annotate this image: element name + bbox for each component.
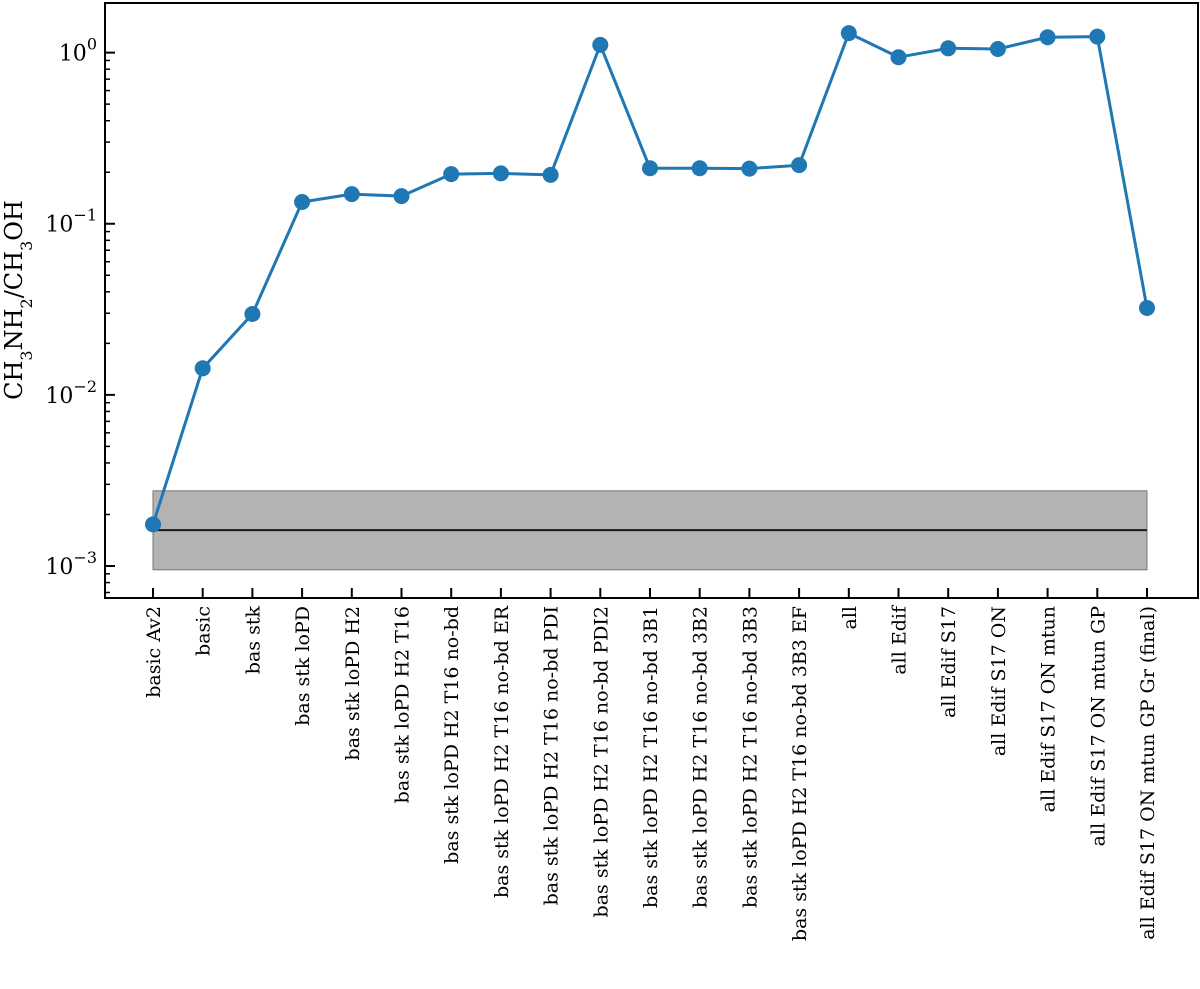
- series-line: [151, 31, 1149, 525]
- data-point: [1139, 299, 1155, 316]
- x-tick-label: basic Av2: [143, 606, 165, 698]
- x-tick-label: bas stk loPD H2 T16 no-bd: [441, 606, 463, 864]
- series-layer: [145, 25, 1155, 533]
- x-tick-label: all Edif: [889, 604, 911, 675]
- data-point: [244, 305, 261, 322]
- x-tick-label: bas stk loPD H2 T16 no-bd 3B1: [640, 606, 662, 908]
- plot-frame: [104, 2, 1199, 599]
- data-point: [890, 49, 907, 66]
- data-point: [194, 360, 211, 377]
- x-tick-label: bas stk loPD: [292, 606, 314, 726]
- x-tick-label: bas stk loPD H2 T16 no-bd 3B3: [739, 606, 761, 908]
- x-tick-label: all Edif S17 ON mtun GP Gr (final): [1137, 606, 1159, 940]
- data-point: [294, 193, 311, 210]
- data-point: [1039, 29, 1056, 46]
- reference-band-layer: [152, 490, 1148, 571]
- x-tick-label: all Edif S17: [938, 606, 960, 718]
- x-tick-label: bas stk loPD H2 T16 no-bd 3B2: [690, 606, 712, 908]
- data-point: [642, 160, 658, 177]
- y-tick-label: 10−3: [45, 548, 97, 580]
- data-point: [343, 186, 360, 203]
- x-tick-label: bas stk loPD H2: [342, 606, 364, 760]
- data-point: [393, 188, 410, 205]
- data-point: [989, 41, 1006, 58]
- y-tick-label: 10−1: [45, 206, 97, 238]
- data-point: [145, 516, 161, 533]
- x-tick-label: all Edif S17 ON: [988, 606, 1010, 756]
- data-point: [940, 40, 957, 57]
- x-tick-label: all Edif S17 ON mtun GP: [1087, 606, 1109, 847]
- data-point: [492, 165, 509, 182]
- data-point: [791, 157, 808, 174]
- x-tick-label: bas stk loPD H2 T16 no-bd PDI: [541, 606, 563, 905]
- data-point: [741, 160, 758, 177]
- data-point: [1089, 28, 1106, 45]
- y-axis-label: CH3NH2/CH3OH: [0, 200, 36, 400]
- x-tick-label: bas stk loPD H2 T16 no-bd ER: [491, 605, 513, 898]
- x-tick-label: bas stk loPD H2 T16 no-bd 3B3 EF: [789, 606, 811, 941]
- x-tick-label: basic: [193, 606, 215, 656]
- x-tick-label: bas stk loPD H2 T16: [392, 606, 414, 803]
- data-point: [840, 25, 857, 42]
- data-point: [691, 160, 708, 177]
- x-tick-label: bas stk: [242, 606, 264, 675]
- data-point: [443, 166, 460, 183]
- x-tick-label: all Edif S17 ON mtun: [1038, 606, 1060, 812]
- data-point: [542, 166, 559, 183]
- y-axis: 10−3 10−2 10−1 100: [45, 35, 115, 594]
- data-point: [592, 36, 609, 53]
- y-tick-label: 100: [59, 35, 97, 67]
- x-axis: basic Av2 basic bas stk bas stk loPD bas stk…: [143, 588, 1159, 941]
- y-tick-label: 10−2: [45, 377, 97, 409]
- x-tick-label: bas stk loPD H2 T16 no-bd PDI2: [590, 606, 612, 917]
- x-tick-label: all: [839, 606, 861, 629]
